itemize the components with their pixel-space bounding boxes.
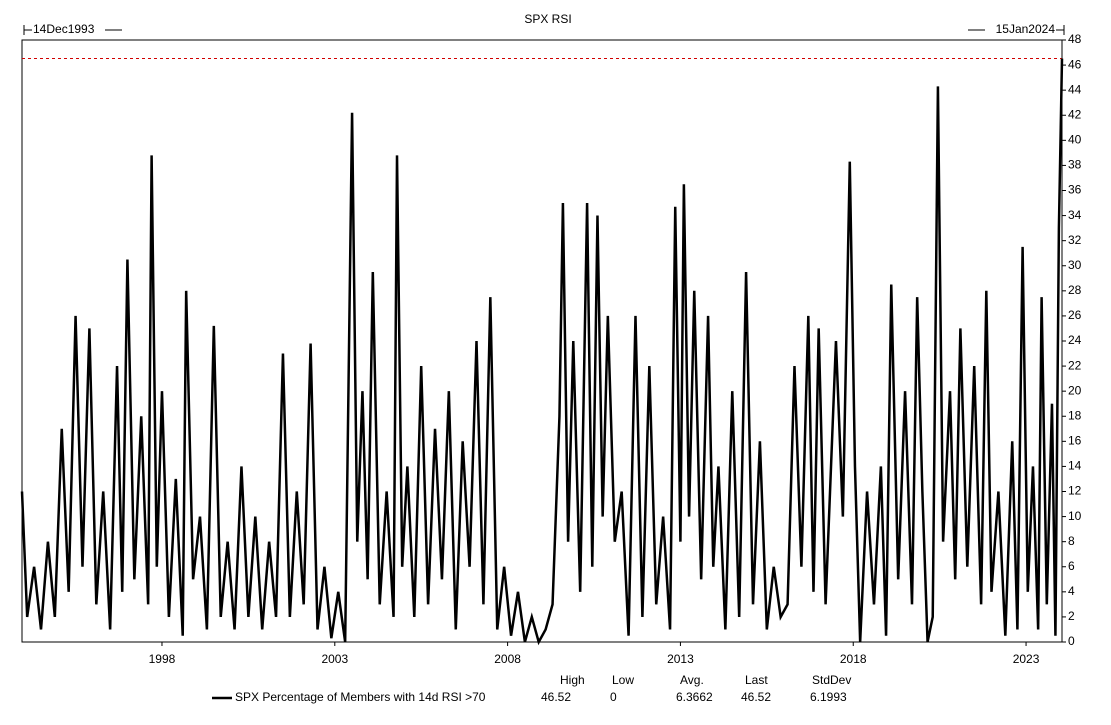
- stat-header: Last: [745, 673, 768, 687]
- y-tick-label: 0: [1068, 634, 1075, 648]
- y-tick-label: 28: [1068, 283, 1082, 297]
- stat-header: Avg.: [680, 673, 704, 687]
- y-tick-label: 16: [1068, 434, 1082, 448]
- y-tick-label: 18: [1068, 408, 1082, 422]
- y-tick-label: 30: [1068, 258, 1082, 272]
- y-tick-label: 6: [1068, 559, 1075, 573]
- y-tick-label: 34: [1068, 208, 1082, 222]
- end-date: 15Jan2024: [996, 22, 1056, 36]
- y-tick-label: 32: [1068, 233, 1082, 247]
- y-tick-label: 12: [1068, 484, 1082, 498]
- stat-value: 6.1993: [810, 690, 847, 704]
- x-tick-label: 2013: [667, 652, 694, 666]
- x-tick-label: 2003: [321, 652, 348, 666]
- start-date: 14Dec1993: [33, 22, 95, 36]
- y-tick-label: 40: [1068, 133, 1082, 147]
- x-tick-label: 2008: [494, 652, 521, 666]
- y-tick-label: 14: [1068, 459, 1082, 473]
- series-line: [20, 58, 1064, 646]
- x-tick-label: 2018: [840, 652, 867, 666]
- y-tick-label: 4: [1068, 584, 1075, 598]
- y-tick-label: 24: [1068, 333, 1082, 347]
- stat-value: 46.52: [741, 690, 771, 704]
- legend-label: SPX Percentage of Members with 14d RSI >…: [235, 690, 486, 704]
- y-tick-label: 48: [1068, 32, 1082, 46]
- y-tick-label: 36: [1068, 183, 1082, 197]
- stat-header: High: [560, 673, 585, 687]
- y-tick-label: 42: [1068, 107, 1082, 121]
- y-tick-label: 22: [1068, 358, 1082, 372]
- x-tick-label: 1998: [149, 652, 176, 666]
- y-tick-label: 44: [1068, 82, 1082, 96]
- stat-header: StdDev: [812, 673, 851, 687]
- y-tick-label: 26: [1068, 308, 1082, 322]
- y-tick-label: 10: [1068, 509, 1082, 523]
- stat-value: 6.3662: [676, 690, 713, 704]
- stat-value: 0: [610, 690, 617, 704]
- y-tick-label: 20: [1068, 383, 1082, 397]
- stat-value: 46.52: [541, 690, 571, 704]
- x-tick-label: 2023: [1013, 652, 1040, 666]
- chart-title: SPX RSI: [524, 12, 571, 26]
- y-tick-label: 38: [1068, 158, 1082, 172]
- y-tick-label: 8: [1068, 534, 1075, 548]
- y-tick-label: 2: [1068, 609, 1075, 623]
- stat-header: Low: [612, 673, 634, 687]
- y-tick-label: 46: [1068, 57, 1082, 71]
